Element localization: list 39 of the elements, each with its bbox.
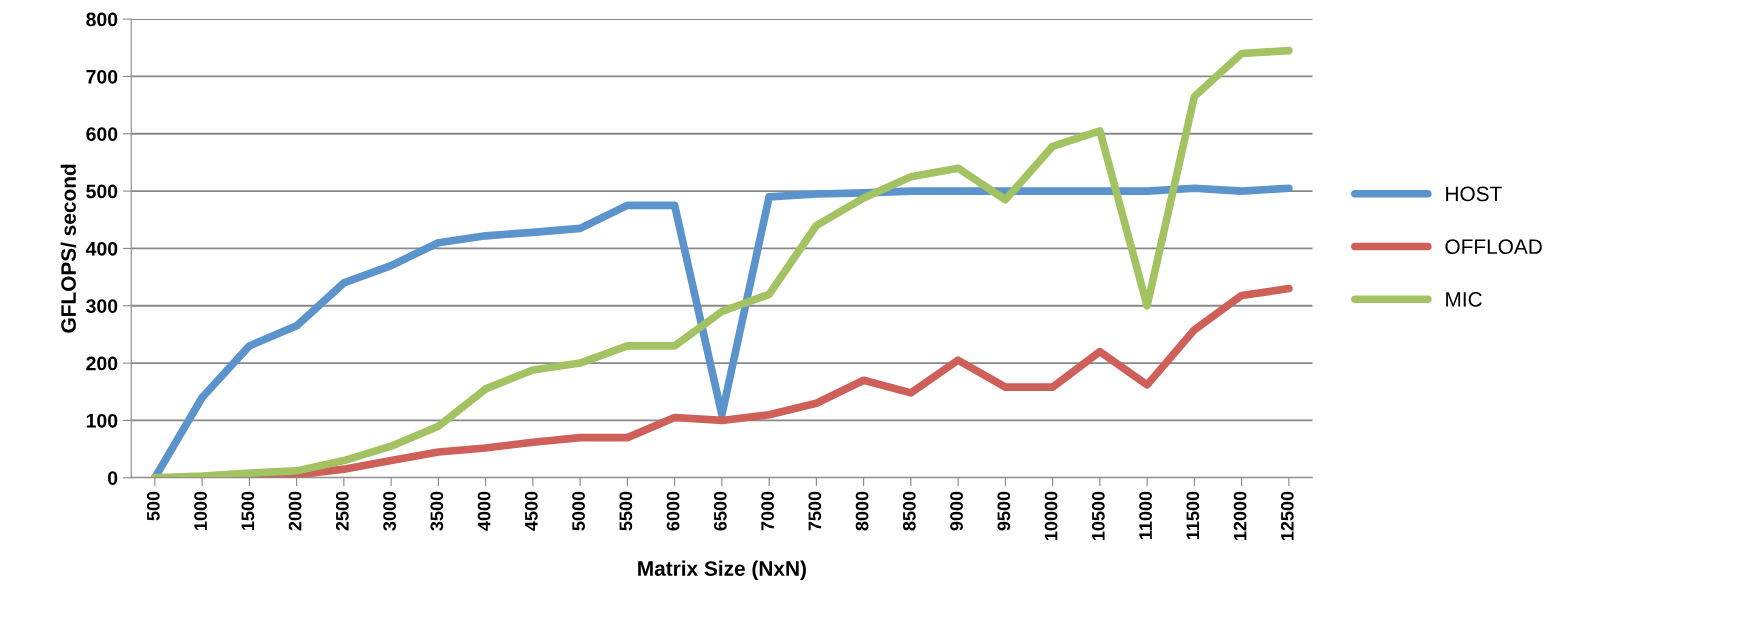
x-tick-label: 5500 (619, 491, 633, 531)
x-tick-label: 500 (146, 491, 160, 521)
x-tick-label: 4500 (524, 491, 538, 531)
x-tick-label: 8500 (902, 491, 916, 531)
x-tick-label: 11500 (1186, 491, 1200, 540)
y-tick-label: 600 (86, 127, 118, 142)
y-tick-label: 300 (86, 299, 118, 314)
y-tick-label: 800 (86, 12, 118, 27)
x-tick-label: 7000 (761, 491, 774, 531)
x-tick-label: 7500 (808, 491, 822, 531)
x-tick-label: 8000 (855, 491, 869, 531)
x-tick-label: 10000 (1044, 491, 1058, 541)
x-tick-label: 9500 (997, 491, 1011, 531)
y-tick-label: 700 (86, 69, 118, 84)
legend-label: MIC (1446, 292, 1482, 307)
x-tick-label: 12000 (1233, 491, 1247, 541)
x-tick-label: 12500 (1280, 491, 1294, 541)
x-tick-label: 2500 (335, 491, 349, 531)
x-tick-label: 11000 (1139, 491, 1152, 540)
y-tick-label: 100 (86, 413, 118, 428)
x-tick-label: 3500 (430, 491, 444, 531)
x-tick-label: 3000 (383, 491, 396, 531)
x-tick-label: 6000 (666, 491, 680, 531)
x-tick-label: 2000 (288, 491, 302, 531)
y-axis-title: GFLOPS/ second (60, 164, 77, 333)
x-tick-label: 1000 (194, 491, 207, 530)
x-axis-title: Matrix Size (NxN) (638, 560, 806, 581)
x-tick-label: 6500 (713, 491, 727, 531)
legend-label: OFFLOAD (1445, 239, 1542, 255)
y-tick-label: 500 (86, 184, 118, 199)
x-tick-label: 1500 (241, 491, 255, 530)
legend-label: HOST (1446, 186, 1502, 202)
x-tick-label: 10500 (1091, 491, 1105, 541)
x-tick-label: 5000 (572, 491, 585, 531)
y-tick-label: 0 (108, 471, 118, 485)
x-tick-label: 9000 (950, 491, 963, 531)
y-tick-label: 400 (85, 241, 118, 256)
x-tick-label: 4000 (477, 491, 491, 531)
y-tick-label: 200 (86, 356, 118, 371)
